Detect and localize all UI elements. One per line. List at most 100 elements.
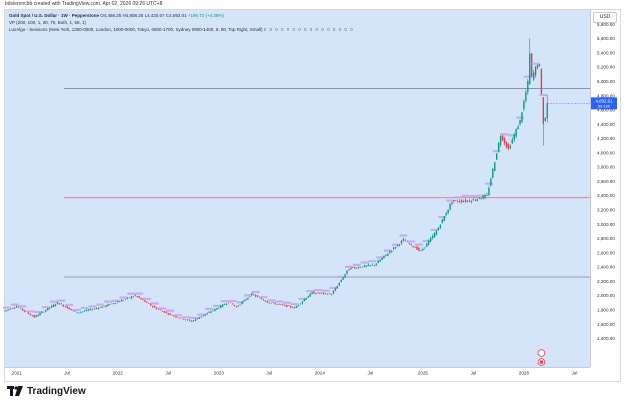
candle[interactable] bbox=[101, 306, 103, 308]
candle[interactable] bbox=[429, 236, 432, 243]
candle[interactable] bbox=[183, 318, 185, 320]
candle[interactable] bbox=[313, 290, 315, 294]
candle[interactable] bbox=[103, 306, 105, 307]
candle[interactable] bbox=[10, 308, 12, 310]
candle[interactable] bbox=[227, 302, 230, 304]
candle[interactable] bbox=[237, 304, 239, 308]
candle[interactable] bbox=[368, 260, 377, 266]
candle[interactable] bbox=[85, 308, 88, 312]
candle[interactable] bbox=[453, 199, 455, 204]
candle[interactable] bbox=[190, 320, 193, 322]
candle[interactable] bbox=[111, 299, 120, 305]
candle[interactable] bbox=[225, 303, 228, 306]
candle[interactable] bbox=[399, 234, 408, 243]
candle[interactable] bbox=[328, 292, 331, 295]
candle[interactable] bbox=[455, 199, 457, 201]
candle[interactable] bbox=[470, 200, 473, 204]
price-axis[interactable] bbox=[590, 10, 619, 367]
candle[interactable] bbox=[109, 304, 111, 306]
candle[interactable] bbox=[142, 297, 151, 304]
candle[interactable] bbox=[461, 198, 463, 204]
candle[interactable] bbox=[393, 246, 395, 251]
candle[interactable] bbox=[284, 304, 286, 307]
candle[interactable] bbox=[259, 295, 268, 301]
candle[interactable] bbox=[492, 167, 494, 179]
candle[interactable] bbox=[80, 311, 82, 314]
candle[interactable] bbox=[400, 239, 403, 245]
candle[interactable] bbox=[10, 303, 19, 310]
candle[interactable] bbox=[126, 297, 129, 300]
candle[interactable] bbox=[251, 292, 253, 296]
candle[interactable] bbox=[58, 303, 61, 305]
candle[interactable] bbox=[198, 316, 201, 320]
candle[interactable] bbox=[352, 267, 354, 268]
candle[interactable] bbox=[497, 141, 500, 153]
candle[interactable] bbox=[344, 273, 346, 279]
candle[interactable] bbox=[375, 263, 377, 266]
candle[interactable] bbox=[478, 197, 480, 200]
legend-luxalgo-row[interactable]: LuxAlgo - Sessions (New York, 1300-0000,… bbox=[9, 26, 354, 33]
candle[interactable] bbox=[245, 298, 247, 301]
candle[interactable] bbox=[134, 294, 136, 297]
candle[interactable] bbox=[88, 305, 97, 311]
candle[interactable] bbox=[26, 310, 35, 316]
candle[interactable] bbox=[253, 293, 255, 296]
candle[interactable] bbox=[416, 245, 418, 251]
candle[interactable] bbox=[165, 311, 168, 314]
candle[interactable] bbox=[490, 177, 492, 187]
candle[interactable] bbox=[319, 292, 321, 295]
candle[interactable] bbox=[358, 266, 360, 269]
candle[interactable] bbox=[144, 300, 146, 303]
candle[interactable] bbox=[4, 310, 6, 312]
candle[interactable] bbox=[128, 297, 131, 299]
candle[interactable] bbox=[303, 298, 306, 302]
candle[interactable] bbox=[111, 303, 113, 305]
candle[interactable] bbox=[398, 243, 401, 247]
candle[interactable] bbox=[295, 305, 298, 308]
candle[interactable] bbox=[414, 246, 416, 248]
candle[interactable] bbox=[136, 295, 138, 298]
candle[interactable] bbox=[186, 319, 189, 321]
candle[interactable] bbox=[536, 64, 539, 70]
candle[interactable] bbox=[420, 249, 422, 252]
candle[interactable] bbox=[299, 303, 302, 305]
candle[interactable] bbox=[350, 267, 352, 270]
candle[interactable] bbox=[414, 243, 423, 252]
candle[interactable] bbox=[431, 234, 434, 240]
candle[interactable] bbox=[233, 304, 236, 307]
candle[interactable] bbox=[64, 306, 66, 308]
candle[interactable] bbox=[345, 265, 354, 271]
candle[interactable] bbox=[315, 292, 317, 295]
candle[interactable] bbox=[531, 62, 540, 78]
candle[interactable] bbox=[297, 304, 300, 307]
candle[interactable] bbox=[188, 319, 191, 322]
candle[interactable] bbox=[229, 302, 232, 303]
candle[interactable] bbox=[288, 305, 290, 306]
candle[interactable] bbox=[189, 316, 198, 322]
candle[interactable] bbox=[119, 296, 128, 301]
candle[interactable] bbox=[469, 195, 478, 201]
chart-legend[interactable]: Gold Spot / U.S. Dollar · 1W · Peppersto… bbox=[9, 12, 354, 33]
candle[interactable] bbox=[93, 307, 96, 310]
currency-button[interactable]: USD bbox=[593, 12, 617, 23]
candle[interactable] bbox=[150, 302, 159, 308]
candle[interactable] bbox=[65, 303, 74, 310]
candle[interactable] bbox=[87, 308, 90, 312]
candle[interactable] bbox=[352, 263, 361, 270]
candle[interactable] bbox=[330, 293, 333, 296]
candle[interactable] bbox=[546, 95, 548, 123]
candle[interactable] bbox=[306, 290, 315, 298]
candle[interactable] bbox=[466, 199, 469, 203]
candle[interactable] bbox=[43, 311, 45, 313]
candle[interactable] bbox=[407, 240, 416, 246]
legend-symbol-row[interactable]: Gold Spot / U.S. Dollar · 1W · Peppersto… bbox=[9, 12, 354, 19]
candle[interactable] bbox=[243, 299, 245, 302]
candle[interactable] bbox=[311, 291, 313, 295]
candle[interactable] bbox=[289, 305, 292, 309]
candle[interactable] bbox=[97, 307, 99, 310]
candle[interactable] bbox=[54, 303, 57, 307]
candle[interactable] bbox=[365, 265, 368, 268]
candle[interactable] bbox=[484, 182, 493, 197]
candle[interactable] bbox=[167, 312, 169, 316]
candle[interactable] bbox=[539, 93, 548, 146]
